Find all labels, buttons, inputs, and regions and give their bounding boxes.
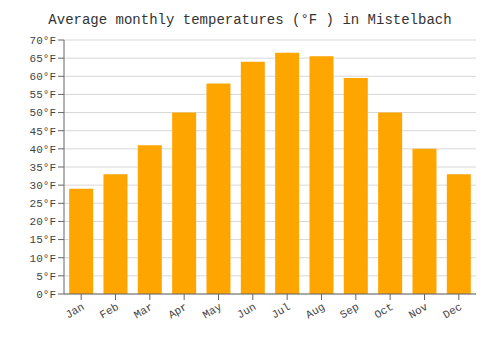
svg-text:Mar: Mar — [132, 301, 155, 321]
svg-text:30°F: 30°F — [30, 180, 56, 192]
svg-text:Nov: Nov — [407, 301, 430, 321]
svg-text:35°F: 35°F — [30, 162, 56, 174]
svg-text:50°F: 50°F — [30, 107, 56, 119]
svg-text:Apr: Apr — [166, 301, 189, 321]
svg-text:0°F: 0°F — [36, 289, 56, 301]
svg-text:15°F: 15°F — [30, 234, 56, 246]
svg-text:Jun: Jun — [235, 301, 258, 321]
svg-text:Feb: Feb — [98, 301, 121, 321]
svg-text:Sep: Sep — [338, 301, 361, 321]
svg-text:Jul: Jul — [269, 301, 292, 321]
svg-text:40°F: 40°F — [30, 144, 56, 156]
svg-text:5°F: 5°F — [36, 271, 56, 283]
svg-text:Dec: Dec — [441, 301, 464, 321]
svg-text:Oct: Oct — [372, 301, 395, 321]
svg-text:65°F: 65°F — [30, 53, 56, 65]
svg-text:20°F: 20°F — [30, 216, 56, 228]
svg-text:55°F: 55°F — [30, 89, 56, 101]
svg-text:25°F: 25°F — [30, 198, 56, 210]
svg-text:May: May — [201, 301, 224, 321]
svg-text:Jan: Jan — [63, 301, 86, 321]
svg-text:70°F: 70°F — [30, 35, 56, 47]
svg-text:45°F: 45°F — [30, 126, 56, 138]
svg-text:10°F: 10°F — [30, 253, 56, 265]
svg-text:60°F: 60°F — [30, 71, 56, 83]
html-text:Average monthly temperatures (: Average monthly temperatures (°F ) in Mi… — [48, 12, 452, 28]
svg-text:Aug: Aug — [304, 301, 327, 321]
